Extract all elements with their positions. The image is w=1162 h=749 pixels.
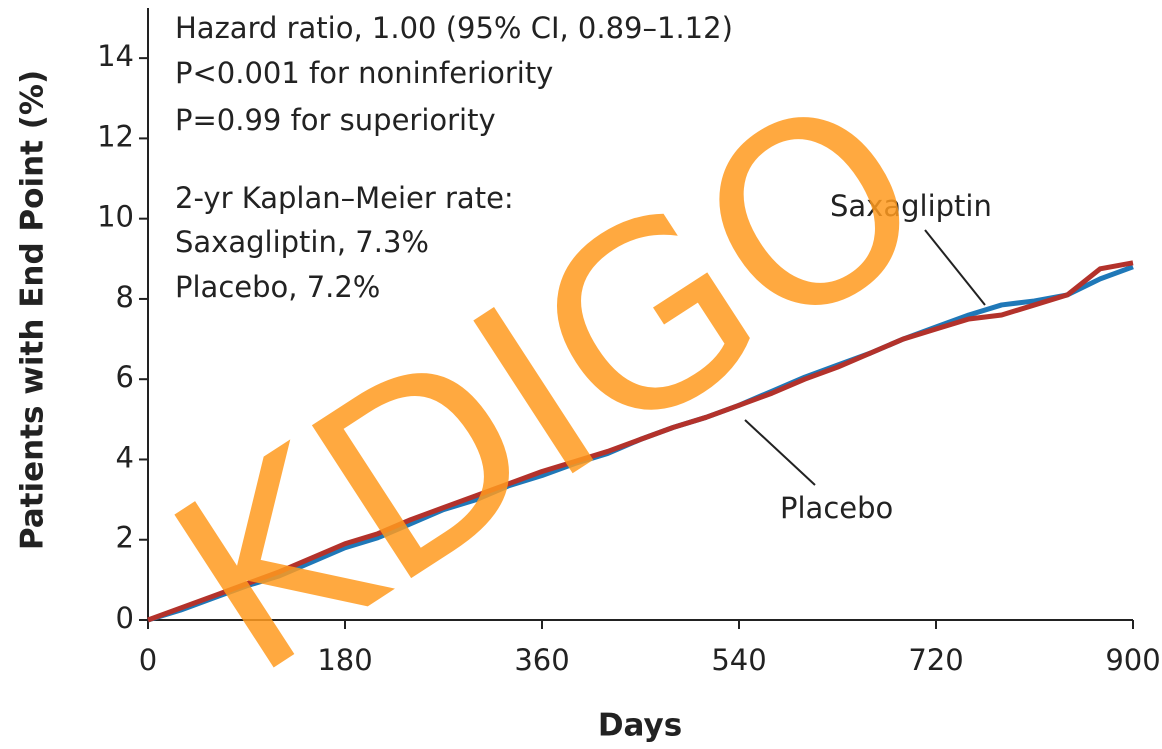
line-series	[147, 260, 1134, 623]
y-tick-label: 2	[116, 521, 134, 555]
annotation: 2-yr Kaplan–Meier rate:	[175, 181, 514, 215]
x-axis-title: Days	[598, 708, 682, 744]
x-tick-label: 360	[514, 643, 569, 677]
y-tick-label: 6	[116, 360, 134, 394]
x-tick-label: 0	[139, 643, 157, 677]
annotation: Hazard ratio, 1.00 (95% CI, 0.89–1.12)	[175, 11, 733, 45]
annotation: P<0.001 for noninferiority	[175, 56, 553, 90]
series-label: Saxagliptin	[830, 189, 992, 223]
x-tick-label: 720	[908, 643, 963, 677]
series-label: Placebo	[780, 491, 893, 525]
y-tick-label: 8	[116, 280, 134, 314]
leader-line	[744, 419, 816, 486]
x-tick-label: 540	[711, 643, 766, 677]
y-tick-label: 4	[116, 440, 134, 474]
leader-line	[924, 229, 986, 306]
watermark: KDIGO	[127, 39, 974, 730]
annotation: Saxagliptin, 7.3%	[175, 225, 429, 259]
x-tick-label: 900	[1105, 643, 1160, 677]
annotation: P=0.99 for superiority	[175, 103, 496, 137]
y-tick-label: 14	[97, 39, 134, 73]
y-tick-label: 0	[116, 601, 134, 635]
annotation: Placebo, 7.2%	[175, 270, 380, 304]
y-tick-label: 12	[97, 119, 134, 153]
y-tick-label: 10	[97, 200, 134, 234]
y-axis-title: Patients with End Point (%)	[15, 70, 51, 550]
x-tick-label: 180	[317, 643, 372, 677]
